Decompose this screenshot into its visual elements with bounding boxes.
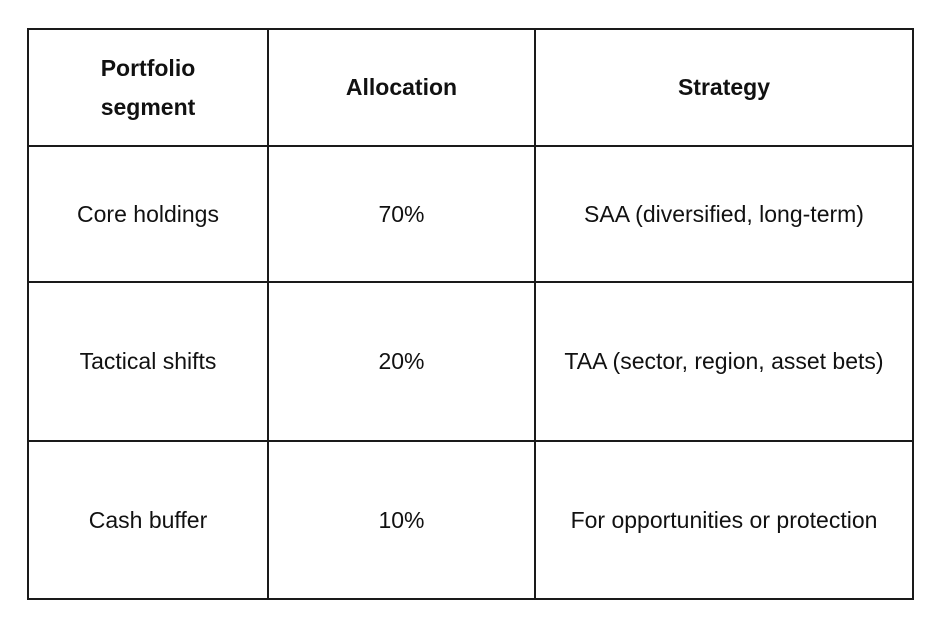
cell-text: 20% bbox=[378, 348, 425, 374]
cell-text: For opportunities or protection bbox=[570, 506, 878, 533]
cell: SAA (diversified, long-term) bbox=[534, 145, 914, 283]
cell-text: SAA (diversified, long-term) bbox=[584, 200, 864, 227]
header-text: Portfolio segment bbox=[100, 54, 196, 120]
allocation-table: Portfolio segment Allocation Strategy Co… bbox=[27, 28, 914, 600]
cell: Tactical shifts bbox=[27, 281, 269, 442]
table-row: Core holdings 70% SAA (diversified, long… bbox=[27, 145, 914, 283]
cell-text: Cash buffer bbox=[88, 506, 208, 533]
cell: For opportunities or protection bbox=[534, 440, 914, 600]
cell-text: Tactical shifts bbox=[79, 348, 217, 374]
header-cell: Portfolio segment bbox=[27, 28, 269, 147]
header-text: Allocation bbox=[345, 74, 458, 100]
cell-text: Core holdings bbox=[77, 200, 219, 227]
cell-text: 10% bbox=[378, 506, 425, 533]
cell: TAA (sector, region, asset bets) bbox=[534, 281, 914, 442]
cell: 10% bbox=[267, 440, 536, 600]
cell: Cash buffer bbox=[27, 440, 269, 600]
table-row: Tactical shifts 20% TAA (sector, region,… bbox=[27, 281, 914, 442]
cell-text: TAA (sector, region, asset bets) bbox=[564, 348, 884, 374]
cell: 70% bbox=[267, 145, 536, 283]
header-row: Portfolio segment Allocation Strategy bbox=[27, 28, 914, 147]
table-row: Cash buffer 10% For opportunities or pro… bbox=[27, 440, 914, 600]
cell-text: 70% bbox=[378, 200, 425, 227]
cell: Core holdings bbox=[27, 145, 269, 283]
header-cell: Strategy bbox=[534, 28, 914, 147]
cell: 20% bbox=[267, 281, 536, 442]
header-cell: Allocation bbox=[267, 28, 536, 147]
header-text: Strategy bbox=[677, 74, 771, 100]
